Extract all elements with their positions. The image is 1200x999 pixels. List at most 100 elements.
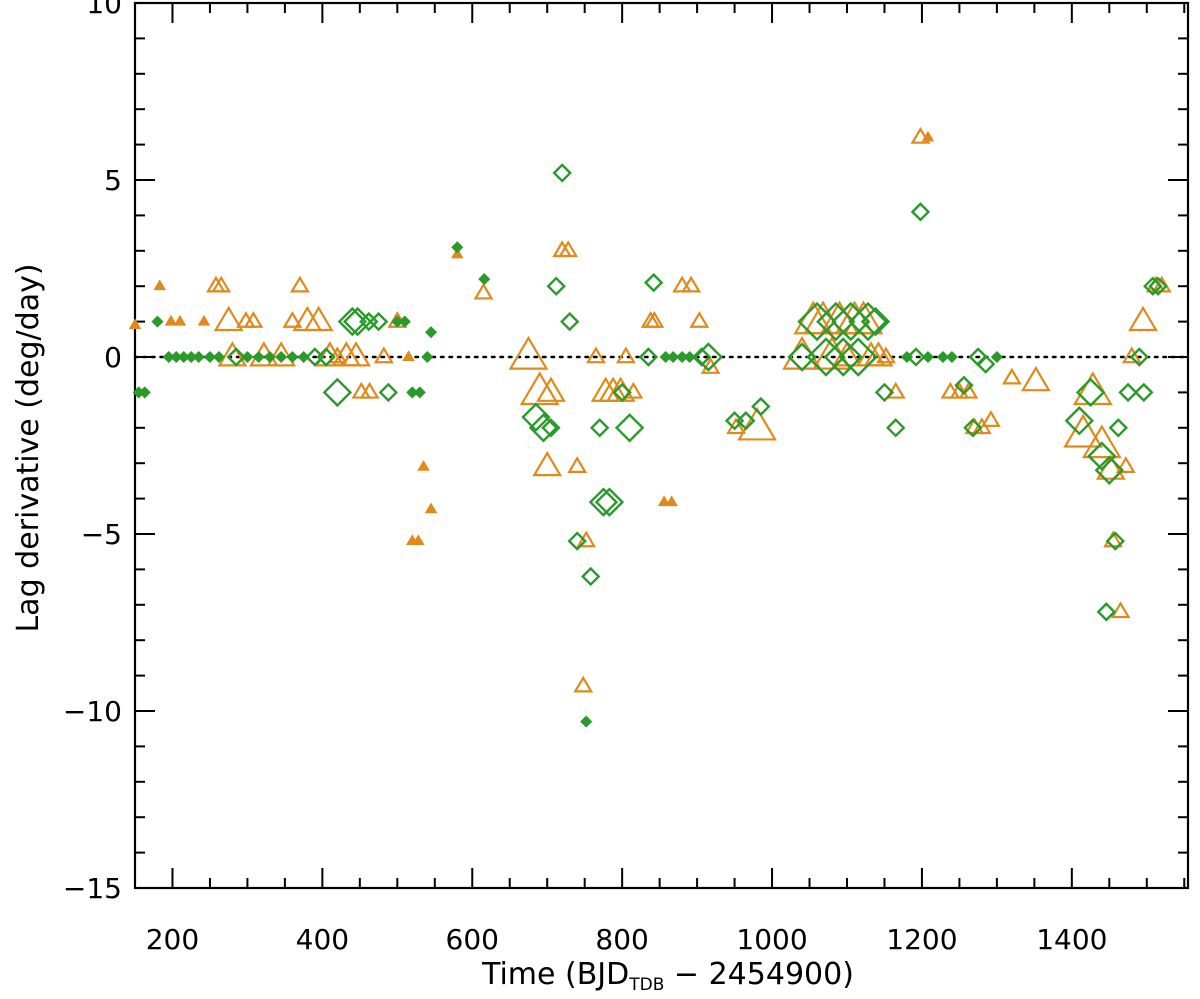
axis-ticks	[134, 2, 1188, 889]
y-tick-label: 10	[86, 0, 122, 20]
triangle-marker	[700, 357, 721, 374]
diamond-marker	[910, 202, 931, 222]
y-tick-label: 5	[104, 164, 122, 197]
diamond-marker	[552, 163, 572, 183]
x-axis-title: Time (BJDTDB − 2454900)	[481, 957, 854, 995]
diamond-marker	[226, 347, 246, 367]
triangle-marker	[536, 376, 566, 402]
triangle-marker	[558, 240, 579, 258]
diamond-marker	[212, 350, 226, 364]
diamond-marker	[614, 413, 645, 443]
diamond-marker	[424, 326, 438, 339]
axis-tick-labels: 200 400 600 800 1000 1200 1400 10 5 0 −5 −10 −15	[63, 0, 1108, 956]
diamond-marker	[1108, 418, 1128, 438]
triangle-marker	[1001, 367, 1022, 385]
triangle-marker	[341, 341, 372, 367]
diamond-marker	[906, 347, 926, 367]
diamond-marker	[838, 337, 878, 377]
triangle-marker	[681, 275, 702, 293]
diamond-marker	[975, 354, 996, 374]
y-tick-label: 0	[104, 341, 122, 374]
x-axis-title-subscript: TDB	[628, 975, 664, 995]
diamond-marker	[1143, 276, 1163, 296]
diamond-marker	[359, 311, 379, 332]
triangle-marker	[980, 410, 1001, 427]
diamond-marker	[528, 413, 559, 443]
triangle-marker	[519, 371, 560, 406]
diamond-marker	[594, 487, 625, 517]
diamond-marker	[751, 396, 771, 417]
diamond-marker	[1087, 441, 1117, 471]
triangle-marker	[373, 346, 394, 364]
triangle-marker	[737, 406, 777, 441]
triangle-marker	[1115, 456, 1136, 474]
diamond-marker	[275, 350, 288, 364]
triangle-marker	[402, 350, 415, 361]
diamond-marker	[541, 418, 561, 438]
triangle-marker	[1110, 601, 1131, 619]
diamond-marker	[316, 347, 336, 367]
triangle-marker	[508, 335, 549, 370]
diamond-marker	[736, 411, 756, 431]
x-tick-label: 800	[595, 923, 648, 956]
triangle-marker	[1121, 346, 1142, 364]
diamond-marker	[1129, 347, 1149, 367]
x-axis-title-prefix: Time (BJD	[481, 957, 629, 992]
diamond-marker	[378, 382, 399, 403]
diamond-marker	[1148, 276, 1168, 296]
triangle-marker	[1063, 413, 1103, 448]
diamond-marker	[589, 418, 610, 438]
diamond-marker	[667, 350, 680, 364]
triangle-marker	[266, 341, 297, 367]
diamond-marker	[337, 306, 368, 337]
triangle-marker	[213, 305, 244, 332]
diamond-marker	[241, 350, 254, 364]
diamond-marker	[638, 347, 659, 367]
diamond-marker	[546, 276, 566, 296]
diamond-marker	[588, 487, 619, 517]
diamond-marker	[612, 382, 632, 403]
diamond-marker	[1064, 406, 1095, 436]
diamond-marker	[559, 311, 580, 332]
diamond-marker	[936, 350, 949, 364]
triangle-marker	[573, 675, 594, 693]
diamond-marker	[252, 350, 265, 364]
x-tick-label: 1200	[886, 923, 957, 956]
triangle-marker	[164, 314, 178, 326]
diamond-marker	[643, 272, 664, 293]
diamond-marker	[954, 375, 974, 396]
triangle-marker	[657, 495, 671, 507]
y-tick-label: −5	[81, 518, 122, 551]
diamond-marker	[1094, 455, 1125, 485]
diamond-marker	[203, 350, 217, 364]
diamond-marker	[1105, 531, 1125, 551]
triangle-marker	[289, 275, 310, 293]
triangle-marker	[615, 346, 636, 364]
series-diamonds	[132, 163, 1168, 728]
triangle-marker	[532, 450, 563, 477]
diamond-marker	[368, 311, 389, 332]
triangle-marker	[197, 314, 211, 326]
triangle-marker	[411, 534, 425, 546]
triangle-marker	[910, 126, 931, 144]
x-axis-title-suffix: − 2454900)	[664, 957, 854, 992]
diamond-marker	[831, 301, 871, 342]
triangle-marker	[303, 305, 334, 332]
diamond-marker	[1075, 377, 1106, 408]
triangle-marker	[473, 282, 494, 300]
triangle-marker	[424, 502, 438, 514]
x-tick-label: 200	[146, 923, 199, 956]
triangle-marker	[217, 341, 248, 367]
triangle-marker	[1128, 305, 1158, 332]
diamond-marker	[580, 715, 593, 728]
data-markers	[128, 126, 1172, 728]
triangle-marker	[958, 381, 979, 399]
diamond-marker	[451, 241, 464, 254]
diamond-marker	[693, 342, 724, 372]
x-tick-label: 1400	[1036, 923, 1107, 956]
diamond-marker	[1118, 382, 1138, 403]
triangle-marker	[243, 310, 264, 328]
diamond-marker	[286, 350, 299, 364]
diamond-marker	[874, 382, 895, 403]
